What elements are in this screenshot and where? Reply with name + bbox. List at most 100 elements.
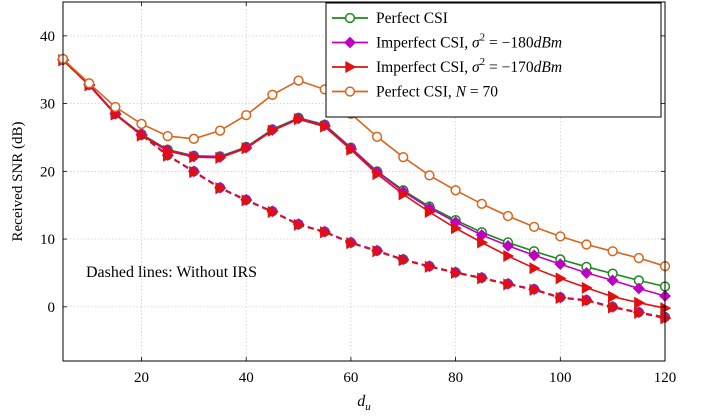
data-point — [136, 129, 148, 142]
data-point — [215, 151, 227, 164]
data-point — [398, 188, 410, 201]
data-point — [372, 167, 384, 181]
data-point — [136, 118, 147, 130]
data-point — [528, 249, 541, 262]
data-point — [398, 151, 409, 163]
data-point — [477, 236, 489, 249]
data-point — [424, 205, 436, 219]
data-point — [162, 130, 173, 142]
y-axis-label: Received SNR (dB) — [10, 122, 26, 242]
data-point — [632, 282, 645, 295]
data-point — [555, 272, 567, 285]
annotation-dashed-lines: Dashed lines: Without IRS — [86, 264, 257, 281]
axis-ticks: 20 40 60 80 100 120 0 10 20 30 40 — [40, 2, 676, 386]
data-point — [293, 113, 305, 126]
data-point — [371, 131, 383, 142]
data-point — [502, 239, 514, 252]
legend-label: Perfect CSI — [376, 10, 448, 27]
data-point — [267, 89, 278, 100]
data-point — [477, 272, 489, 285]
x-tick-label: 40 — [239, 370, 254, 386]
y-tick-label: 0 — [48, 300, 56, 316]
legend-item-2: Imperfect CSI, σ2 = −170dBm — [332, 56, 562, 76]
x-tick-label: 100 — [549, 370, 572, 386]
legend-marker — [345, 60, 357, 74]
data-point — [581, 281, 593, 294]
data-point — [450, 185, 461, 196]
y-tick-label: 20 — [40, 164, 55, 180]
data-point — [476, 198, 487, 210]
x-axis-label-main: d — [357, 393, 366, 410]
x-tick-label: 20 — [134, 370, 149, 386]
data-point — [267, 124, 279, 137]
x-tick-label: 80 — [448, 370, 463, 386]
data-point — [529, 283, 541, 296]
legend-marker — [344, 86, 356, 97]
data-point — [581, 294, 593, 307]
y-tick-label: 10 — [40, 232, 55, 248]
data-point — [346, 143, 358, 156]
data-point — [293, 75, 304, 86]
data-point — [660, 312, 672, 325]
data-point — [634, 306, 646, 319]
x-axis-label-sub: u — [365, 401, 371, 413]
data-point — [555, 291, 567, 305]
legend-label: Imperfect CSI, σ2 = −180dBm — [376, 32, 562, 52]
x-tick-label: 120 — [654, 370, 677, 386]
data-point — [607, 246, 618, 257]
data-point — [372, 245, 384, 258]
data-point — [450, 266, 462, 279]
x-axis-label: du — [357, 393, 371, 413]
data-point — [450, 222, 462, 235]
data-point — [607, 290, 619, 303]
x-tick-label: 60 — [343, 370, 358, 386]
data-point — [634, 296, 646, 309]
y-tick-label: 40 — [40, 29, 55, 45]
legend: Perfect CSI Imperfect CSI, σ2 = −180dBm Im… — [325, 2, 662, 118]
legend-label: Perfect CSI, N = 70 — [376, 84, 498, 101]
data-point — [581, 239, 592, 250]
data-point — [580, 267, 593, 279]
data-point — [320, 120, 331, 133]
data-point — [633, 252, 644, 264]
data-point — [555, 231, 566, 242]
data-point — [346, 237, 358, 250]
data-point — [267, 205, 279, 219]
legend-item-0: Perfect CSI — [332, 10, 448, 27]
data-point — [241, 194, 253, 207]
legend-item-1: Imperfect CSI, σ2 = −180dBm — [332, 32, 562, 52]
data-point — [424, 170, 435, 181]
data-point — [163, 144, 174, 158]
y-tick-label: 30 — [40, 97, 55, 113]
data-point — [398, 254, 410, 267]
data-point — [606, 274, 619, 287]
data-point — [110, 101, 121, 113]
data-point — [607, 301, 619, 314]
legend-marker — [344, 12, 356, 24]
data-point — [189, 151, 201, 164]
data-point — [529, 262, 541, 275]
data-point — [503, 249, 515, 263]
data-point — [84, 78, 95, 89]
data-point — [189, 165, 201, 179]
data-point — [554, 258, 567, 271]
data-point — [503, 278, 515, 291]
legend-item-3: Perfect CSI, N = 70 — [332, 84, 498, 101]
data-point — [502, 210, 514, 222]
plot-frame — [62, 1, 666, 362]
legend-box — [325, 2, 662, 118]
data-point — [660, 302, 672, 315]
data-point — [241, 142, 253, 155]
data-point — [241, 109, 252, 121]
data-point — [215, 182, 227, 195]
data-point — [424, 260, 436, 273]
legend-label: Imperfect CSI, σ2 = −170dBm — [376, 56, 562, 76]
data-point — [214, 125, 226, 136]
series-layer — [57, 53, 672, 325]
data-point — [293, 218, 305, 231]
legend-marker — [344, 36, 356, 49]
data-point — [188, 133, 200, 144]
data-point — [528, 221, 540, 233]
data-point — [320, 226, 331, 239]
